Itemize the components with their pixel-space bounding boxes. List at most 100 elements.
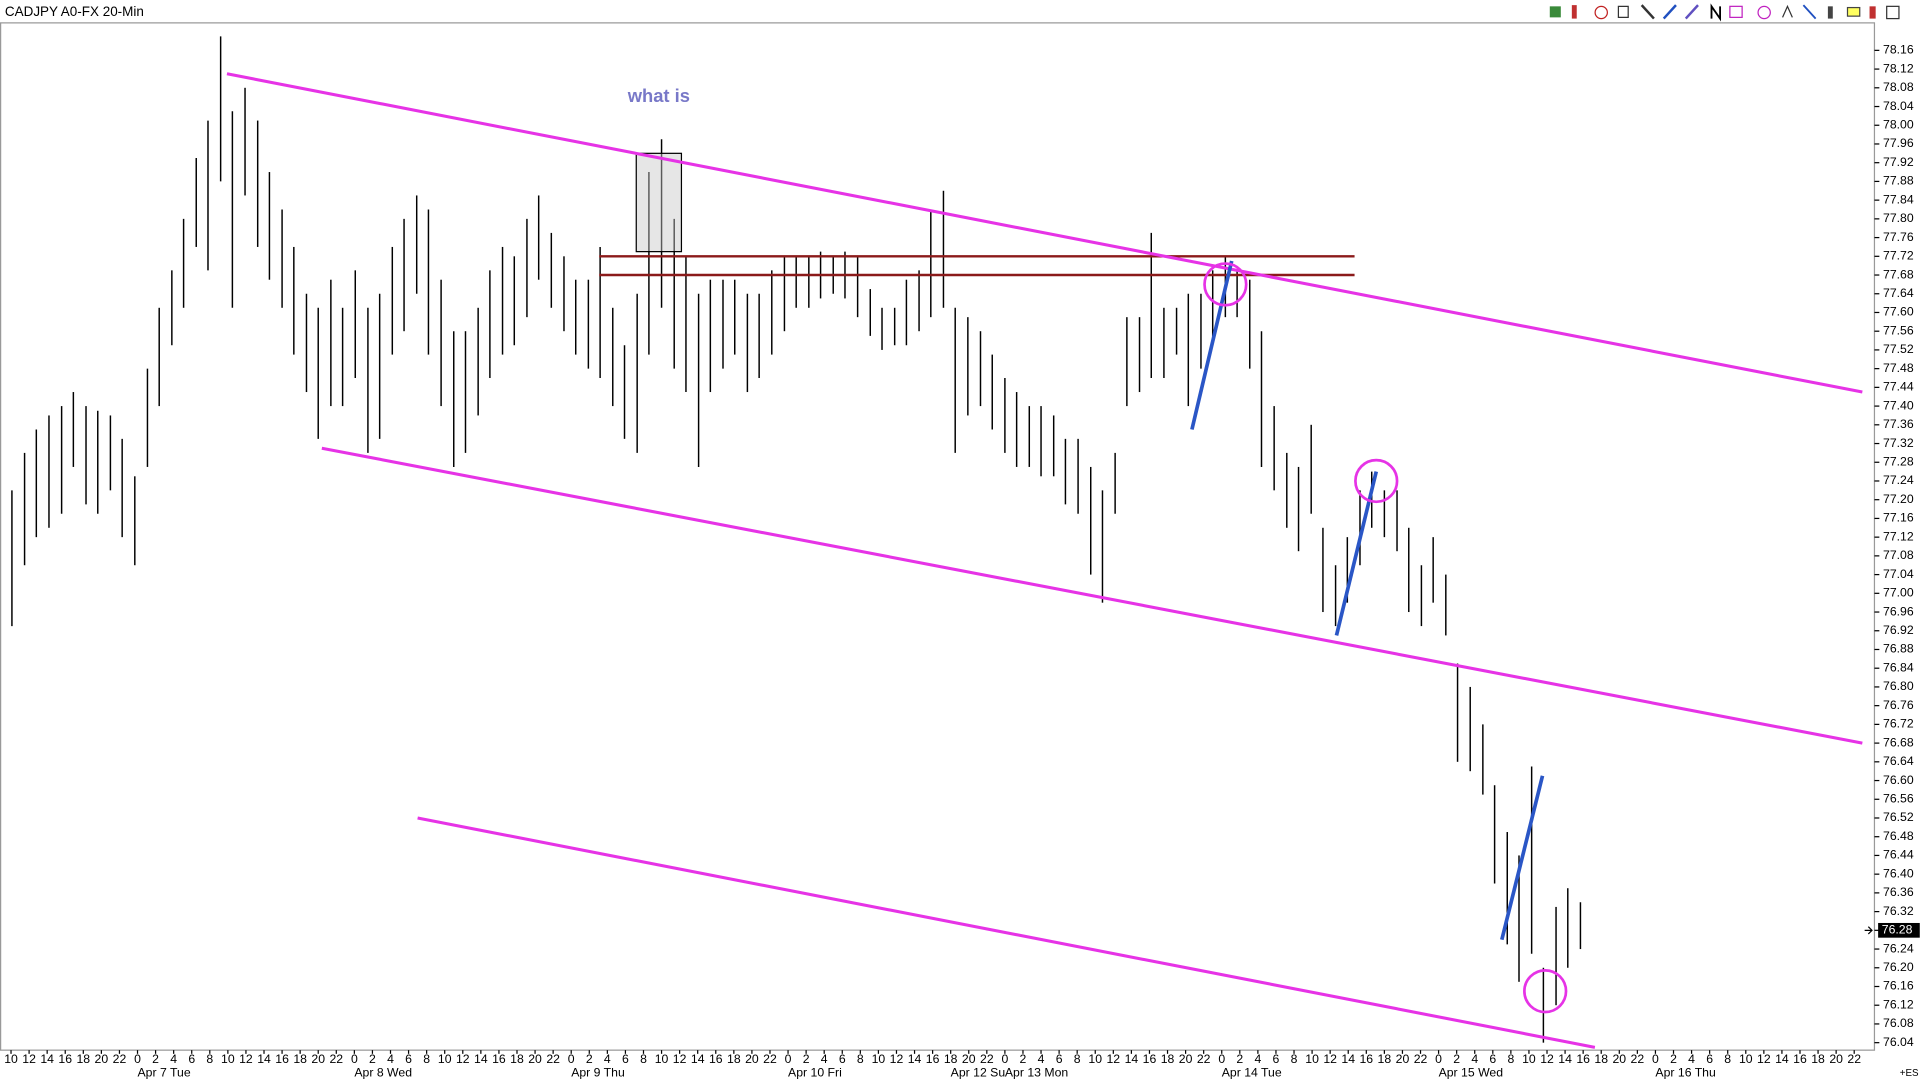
x-tick-label: 18 <box>510 1052 524 1066</box>
y-tick-label: 76.44 <box>1883 848 1914 862</box>
x-tick-label: 0 <box>568 1052 575 1066</box>
toolbar-icon[interactable] <box>1640 4 1655 20</box>
y-tick-label: 77.84 <box>1883 192 1914 206</box>
toolbar-icon[interactable] <box>1710 3 1721 22</box>
y-tick-label: 77.80 <box>1883 211 1914 225</box>
channel-line <box>226 72 1863 394</box>
toolbar-icon[interactable] <box>1757 5 1771 20</box>
drawings: what is <box>226 72 1863 1049</box>
toolbar-icon[interactable] <box>1571 5 1577 19</box>
x-tick-label: 6 <box>1273 1052 1280 1066</box>
y-tick-label: 77.00 <box>1883 586 1914 600</box>
y-tick-label: 76.36 <box>1883 885 1914 899</box>
x-tick-label: 22 <box>113 1052 127 1066</box>
y-tick-label: 77.28 <box>1883 454 1914 468</box>
x-tick-label: 12 <box>239 1052 253 1066</box>
x-tick-label: 0 <box>1435 1052 1442 1066</box>
date-label: Apr 10 Fri <box>788 1066 842 1080</box>
x-tick-label: 16 <box>58 1052 72 1066</box>
marker-circle <box>1523 969 1568 1014</box>
x-tick-label: 14 <box>908 1052 922 1066</box>
y-tick-label: 76.68 <box>1883 735 1914 749</box>
x-tick-label: 18 <box>1161 1052 1175 1066</box>
x-tick-label: 22 <box>1631 1052 1645 1066</box>
y-tick-label: 77.76 <box>1883 230 1914 244</box>
date-label: Apr 8 Wed <box>354 1066 412 1080</box>
x-tick-label: 6 <box>1489 1052 1496 1066</box>
x-tick-label: 2 <box>803 1052 810 1066</box>
x-tick-label: 2 <box>586 1052 593 1066</box>
y-tick-label: 76.40 <box>1883 866 1914 880</box>
y-tick-label: 76.60 <box>1883 773 1914 787</box>
y-tick-label: 77.44 <box>1883 380 1914 394</box>
x-tick-label: 14 <box>257 1052 271 1066</box>
x-tick-label: 16 <box>275 1052 289 1066</box>
x-tick-label: 8 <box>1291 1052 1298 1066</box>
annotation: what is <box>627 85 690 106</box>
x-tick-label: 4 <box>604 1052 611 1066</box>
toolbar-icon[interactable] <box>1827 6 1833 19</box>
y-tick-label: 78.00 <box>1883 117 1914 131</box>
x-tick-label: 10 <box>4 1052 18 1066</box>
x-tick-label: 4 <box>387 1052 394 1066</box>
x-tick-label: 8 <box>640 1052 647 1066</box>
axes: 76.04 76.08 76.12 76.16 76.20 76.24 76.28 76.32… <box>4 43 1920 1080</box>
toolbar-icon[interactable] <box>1684 4 1699 20</box>
toolbar-icon[interactable] <box>1782 4 1793 18</box>
x-tick-label: 16 <box>1576 1052 1590 1066</box>
x-tick-label: 2 <box>1453 1052 1460 1066</box>
x-tick-label: 12 <box>1757 1052 1771 1066</box>
x-tick-label: 10 <box>1739 1052 1753 1066</box>
date-label: Apr 15 Wed <box>1439 1066 1504 1080</box>
chart-title: CADJPY A0-FX 20-Min <box>5 4 144 19</box>
x-tick-label: 0 <box>785 1052 792 1066</box>
y-tick-label: 78.16 <box>1883 43 1914 57</box>
toolbar-icon[interactable] <box>1549 6 1561 18</box>
x-tick-label: 6 <box>405 1052 412 1066</box>
toolbar-icon[interactable] <box>1846 6 1861 17</box>
y-tick-label: 77.24 <box>1883 473 1914 487</box>
toolbar-icon[interactable] <box>1802 4 1817 20</box>
x-tick-label: 18 <box>727 1052 741 1066</box>
y-tick-label: 77.88 <box>1883 174 1914 188</box>
y-tick-label: 76.80 <box>1883 679 1914 693</box>
x-tick-label: 8 <box>1074 1052 1081 1066</box>
x-tick-label: 14 <box>40 1052 54 1066</box>
y-tick-label: 76.32 <box>1883 904 1914 918</box>
x-tick-label: 4 <box>1688 1052 1695 1066</box>
swing-line <box>1190 260 1234 430</box>
x-tick-label: 14 <box>1775 1052 1789 1066</box>
toolbar-icon[interactable] <box>1869 6 1876 19</box>
y-tick-label: 77.72 <box>1883 249 1914 263</box>
x-tick-label: 22 <box>546 1052 560 1066</box>
x-tick-label: 6 <box>1056 1052 1063 1066</box>
x-tick-label: 0 <box>351 1052 358 1066</box>
y-tick-label: 76.88 <box>1883 642 1914 656</box>
y-tick-label: 76.56 <box>1883 792 1914 806</box>
toolbar-icon[interactable] <box>1886 5 1900 20</box>
x-tick-label: 16 <box>1143 1052 1157 1066</box>
y-tick-label: 76.16 <box>1883 979 1914 993</box>
x-tick-label: 18 <box>944 1052 958 1066</box>
x-tick-label: 18 <box>1378 1052 1392 1066</box>
x-tick-label: 20 <box>311 1052 325 1066</box>
x-tick-label: 4 <box>1471 1052 1478 1066</box>
x-tick-label: 4 <box>1254 1052 1261 1066</box>
toolbar-icon[interactable] <box>1729 5 1743 18</box>
marker-circle <box>1203 262 1248 307</box>
x-tick-label: 12 <box>673 1052 687 1066</box>
y-tick-label: 77.36 <box>1883 417 1914 431</box>
x-tick-label: 16 <box>709 1052 723 1066</box>
toolbar-icon[interactable] <box>1617 5 1629 18</box>
corner-label: +ES <box>1900 1068 1919 1079</box>
x-tick-label: 8 <box>423 1052 430 1066</box>
x-tick-label: 16 <box>926 1052 940 1066</box>
x-tick-label: 18 <box>293 1052 307 1066</box>
y-tick-label: 78.08 <box>1883 80 1914 94</box>
toolbar-icon[interactable] <box>1594 5 1608 20</box>
x-tick-label: 14 <box>691 1052 705 1066</box>
price-bars <box>11 36 1582 1043</box>
toolbar-icon[interactable] <box>1662 4 1677 20</box>
x-tick-label: 6 <box>1706 1052 1713 1066</box>
x-tick-label: 14 <box>1558 1052 1572 1066</box>
